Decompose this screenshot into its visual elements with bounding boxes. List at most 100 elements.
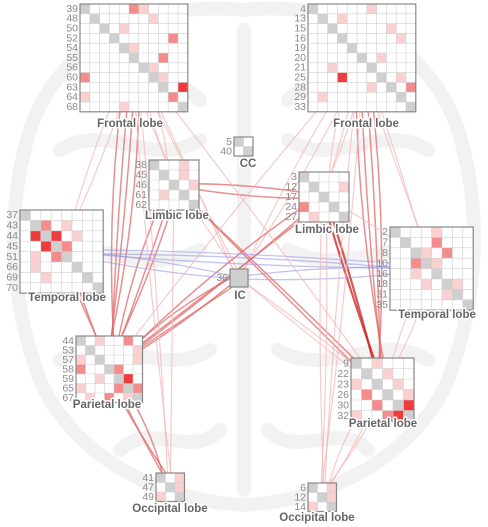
matrix-cell[interactable] xyxy=(366,82,377,93)
matrix-cell[interactable] xyxy=(299,202,309,212)
matrix-diagonal-cell xyxy=(156,473,166,483)
matrix-cell[interactable] xyxy=(119,23,129,34)
matrix-cell[interactable] xyxy=(396,72,406,83)
matrix-cell[interactable] xyxy=(168,33,178,44)
matrix-cell[interactable] xyxy=(95,374,105,384)
matrix-cell[interactable] xyxy=(442,247,453,259)
matrix-cell[interactable] xyxy=(372,358,383,369)
matrix-cell[interactable] xyxy=(129,43,139,53)
matrix-cell[interactable] xyxy=(366,4,377,14)
matrix-cell[interactable] xyxy=(138,4,149,14)
matrix-cell[interactable] xyxy=(327,483,337,493)
matrix-cell[interactable] xyxy=(148,13,159,24)
matrix-cell[interactable] xyxy=(30,251,41,262)
matrix-cell[interactable] xyxy=(431,258,442,269)
matrix-cell[interactable] xyxy=(327,492,337,503)
matrix-cell[interactable] xyxy=(133,383,143,394)
matrix-diagonal-cell xyxy=(175,492,185,502)
matrix-cell[interactable] xyxy=(410,258,422,269)
matrix-cell[interactable] xyxy=(30,230,41,242)
matrix-cell[interactable] xyxy=(76,355,86,365)
matrix-cell[interactable] xyxy=(80,92,90,102)
matrix-cell[interactable] xyxy=(382,410,394,422)
matrix-cell[interactable] xyxy=(308,502,318,512)
matrix-cell[interactable] xyxy=(351,410,362,422)
matrix-cell[interactable] xyxy=(80,72,90,83)
matrix-cell[interactable] xyxy=(386,23,397,34)
matrix-cell[interactable] xyxy=(179,160,189,170)
matrix-cell[interactable] xyxy=(410,268,422,279)
matrix-cell[interactable] xyxy=(159,190,169,200)
matrix-cell[interactable] xyxy=(431,227,442,238)
matrix-cell[interactable] xyxy=(396,33,406,44)
matrix-cell[interactable] xyxy=(158,72,169,83)
matrix-cell[interactable] xyxy=(133,355,143,365)
matrix-cell[interactable] xyxy=(376,53,387,63)
matrix-cell[interactable] xyxy=(178,82,188,93)
matrix-cell[interactable] xyxy=(61,220,72,231)
matrix-cell[interactable] xyxy=(40,241,52,252)
matrix-cell[interactable] xyxy=(327,62,338,73)
matrix-cell[interactable] xyxy=(85,393,96,403)
matrix-cell[interactable] xyxy=(421,247,432,259)
matrix-cell[interactable] xyxy=(40,220,52,231)
matrix-cell[interactable] xyxy=(372,400,383,411)
matrix-cell[interactable] xyxy=(406,82,416,93)
matrix-cell[interactable] xyxy=(133,345,143,356)
matrix-cell[interactable] xyxy=(30,262,41,273)
matrix-cell[interactable] xyxy=(403,389,415,401)
matrix-cell[interactable] xyxy=(104,393,115,403)
matrix-cell[interactable] xyxy=(431,237,442,248)
matrix-cell[interactable] xyxy=(51,230,62,242)
matrix-cell[interactable] xyxy=(179,170,189,180)
matrix-cc[interactable]: 540 CC xyxy=(220,136,258,172)
matrix-cell[interactable] xyxy=(403,400,415,411)
matrix-cell[interactable] xyxy=(337,13,348,24)
matrix-cell[interactable] xyxy=(61,241,72,252)
matrix-cell[interactable] xyxy=(76,383,86,394)
matrix-cell[interactable] xyxy=(393,410,404,422)
matrix-cell[interactable] xyxy=(317,92,328,102)
matrix-cell[interactable] xyxy=(337,72,348,83)
matrix-cell[interactable] xyxy=(123,336,134,346)
matrix-diagonal-cell xyxy=(351,358,362,369)
matrix-cell[interactable] xyxy=(95,336,105,346)
matrix-cell[interactable] xyxy=(123,393,134,403)
matrix-cell[interactable] xyxy=(114,383,124,394)
matrix-cell[interactable] xyxy=(393,379,404,390)
matrix-cell[interactable] xyxy=(114,364,124,375)
matrix-ic[interactable]: 36 IC xyxy=(216,268,249,304)
matrix-cell[interactable] xyxy=(189,180,199,190)
matrix-cell[interactable] xyxy=(158,53,169,63)
matrix-cell[interactable] xyxy=(361,389,373,401)
matrix-cell[interactable] xyxy=(168,92,178,102)
matrix-cell[interactable] xyxy=(309,212,319,222)
matrix-cell[interactable] xyxy=(123,374,134,384)
matrix-cell[interactable] xyxy=(129,4,139,14)
matrix-cell[interactable] xyxy=(442,289,453,300)
matrix-cell[interactable] xyxy=(175,473,185,483)
matrix-cell[interactable] xyxy=(119,102,129,112)
matrix-cell[interactable] xyxy=(51,251,62,262)
matrix-cell[interactable] xyxy=(351,379,362,390)
matrix-cell[interactable] xyxy=(76,364,86,375)
matrix-cell[interactable] xyxy=(148,62,159,73)
matrix-cell[interactable] xyxy=(175,482,185,493)
matrix-cell[interactable] xyxy=(421,279,432,290)
matrix-cell[interactable] xyxy=(72,230,83,242)
matrix-cell[interactable] xyxy=(382,368,394,380)
matrix-cell[interactable] xyxy=(40,272,52,283)
matrix-cell[interactable] xyxy=(156,492,166,502)
matrix-cell[interactable] xyxy=(452,279,463,290)
matrix-cell[interactable] xyxy=(339,182,349,192)
